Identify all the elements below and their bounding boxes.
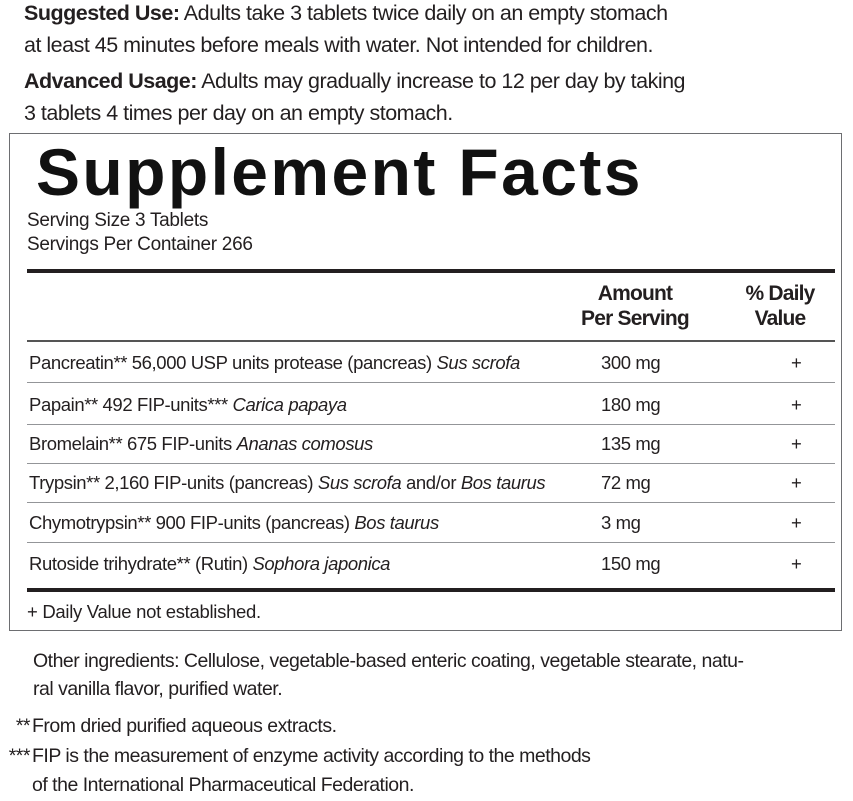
advanced-usage-line: Adults may gradually increase to 12 per … <box>196 69 686 93</box>
row-divider <box>27 542 835 543</box>
panel-title: Supplement Facts <box>36 135 643 209</box>
ingredient-name: Trypsin** 2,160 FIP-units (pancreas) Sus… <box>29 472 546 494</box>
ingredient-species: Sus scrofa <box>317 472 402 493</box>
row-divider <box>27 463 835 464</box>
ingredient-daily-value: + <box>791 553 802 574</box>
ingredient-name: Pancreatin** 56,000 USP units protease (… <box>29 352 520 374</box>
ingredient-daily-value: + <box>791 394 802 415</box>
ingredient-row: Bromelain** 675 FIP-units Ananas comosus… <box>27 424 835 464</box>
ingredient-species: Ananas comosus <box>236 433 374 454</box>
ingredient-row: Papain** 492 FIP-units*** Carica papaya 1… <box>27 385 835 425</box>
ingredient-row: Pancreatin** 56,000 USP units protease (… <box>27 343 835 383</box>
ingredient-text: Rutoside trihydrate** (Rutin) <box>29 553 253 574</box>
amount-header: Amount Per Serving <box>581 282 690 330</box>
footnote-text: of the International Pharmaceutical Fede… <box>32 774 414 796</box>
footnote-text: FIP is the measurement of enzyme activit… <box>32 745 591 767</box>
ingredient-daily-value: + <box>791 352 802 373</box>
ingredient-amount: 150 mg <box>601 553 661 574</box>
ingredient-text: Papain** 492 FIP-units*** <box>29 394 233 415</box>
ingredient-amount: 300 mg <box>601 352 661 373</box>
row-divider <box>27 424 835 425</box>
ingredient-name: Rutoside trihydrate** (Rutin) Sophora ja… <box>29 553 390 575</box>
ingredient-text: Trypsin** 2,160 FIP-units (pancreas) <box>29 472 318 493</box>
ingredient-species: Carica papaya <box>232 394 347 415</box>
ingredient-row: Chymotrypsin** 900 FIP-units (pancreas) … <box>27 503 835 543</box>
header-rule <box>27 340 835 342</box>
ingredient-species: Sus scrofa <box>436 352 520 373</box>
other-ingredients-line: ral vanilla flavor, purified water. <box>33 678 283 700</box>
ingredient-daily-value: + <box>791 472 802 493</box>
supplement-facts-panel: Supplement Facts Serving Size 3 Tablets … <box>9 133 842 631</box>
ingredient-species: Sophora japonica <box>252 553 391 574</box>
ingredient-amount: 180 mg <box>601 394 661 415</box>
servings-per-container: Servings Per Container 266 <box>27 234 253 255</box>
daily-value-header: % Daily Value <box>745 282 815 330</box>
ingredient-amount: 3 mg <box>601 512 641 533</box>
advanced-usage: Advanced Usage: Adults may gradually inc… <box>24 65 686 97</box>
ingredient-name: Chymotrypsin** 900 FIP-units (pancreas) … <box>29 512 439 534</box>
footnote-mark: ** <box>15 715 31 737</box>
ingredient-text: Chymotrypsin** 900 FIP-units (pancreas) <box>29 512 355 533</box>
daily-value-footnote: + Daily Value not established. <box>27 601 261 622</box>
other-ingredients-line: Other ingredients: Cellulose, vegetable-… <box>33 650 744 672</box>
thick-rule <box>27 588 835 592</box>
ingredient-text: Bromelain** 675 FIP-units <box>29 433 237 454</box>
suggested-use-label: Suggested Use: <box>24 1 180 25</box>
ingredient-row: Trypsin** 2,160 FIP-units (pancreas) Sus… <box>27 463 835 503</box>
ingredient-row: Rutoside trihydrate** (Rutin) Sophora ja… <box>27 544 835 584</box>
row-divider <box>27 502 835 503</box>
ingredient-text: and/or <box>401 472 461 493</box>
ingredient-name: Papain** 492 FIP-units*** Carica papaya <box>29 394 347 416</box>
ingredient-daily-value: + <box>791 433 802 454</box>
thick-rule <box>27 269 835 273</box>
advanced-usage-line: 3 tablets 4 times per day on an empty st… <box>24 101 453 125</box>
ingredient-species: Bos taurus <box>354 512 439 533</box>
row-divider <box>27 382 835 383</box>
ingredient-text: Pancreatin** 56,000 USP units protease (… <box>29 352 437 373</box>
ingredient-amount: 135 mg <box>601 433 661 454</box>
advanced-usage-label: Advanced Usage: <box>24 69 197 93</box>
suggested-use-line: at least 45 minutes before meals with wa… <box>24 33 653 57</box>
footnote-mark: *** <box>8 745 31 767</box>
ingredient-daily-value: + <box>791 512 802 533</box>
suggested-use-line: Adults take 3 tablets twice daily on an … <box>179 1 668 25</box>
footnote-text: From dried purified aqueous extracts. <box>32 715 337 737</box>
serving-size: Serving Size 3 Tablets <box>27 210 209 231</box>
ingredient-amount: 72 mg <box>601 472 651 493</box>
ingredient-species: Bos taurus <box>460 472 546 493</box>
suggested-use: Suggested Use: Adults take 3 tablets twi… <box>24 0 668 29</box>
ingredient-name: Bromelain** 675 FIP-units Ananas comosus <box>29 433 373 455</box>
